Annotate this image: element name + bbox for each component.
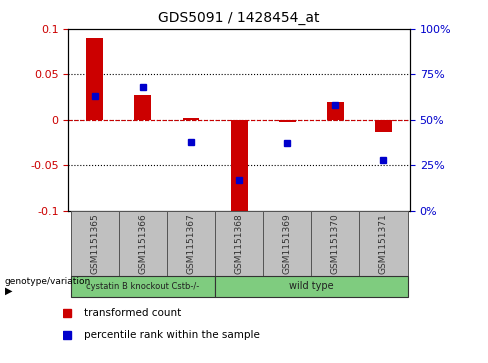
Bar: [359, 211, 407, 276]
Text: GSM1151371: GSM1151371: [379, 213, 388, 274]
Bar: [86, 38, 103, 120]
Text: GSM1151369: GSM1151369: [283, 213, 292, 274]
Text: GSM1151365: GSM1151365: [90, 213, 99, 274]
Text: transformed count: transformed count: [83, 308, 181, 318]
Bar: [263, 211, 311, 276]
Text: GSM1151366: GSM1151366: [139, 213, 147, 274]
Bar: [215, 276, 407, 297]
Bar: [327, 102, 344, 120]
Text: percentile rank within the sample: percentile rank within the sample: [83, 330, 260, 339]
Text: cystatin B knockout Cstb-/-: cystatin B knockout Cstb-/-: [86, 282, 200, 291]
Bar: [183, 118, 200, 120]
Bar: [279, 120, 296, 122]
Bar: [375, 120, 392, 132]
Bar: [215, 211, 263, 276]
Text: GSM1151368: GSM1151368: [235, 213, 244, 274]
Text: genotype/variation: genotype/variation: [5, 277, 91, 286]
Title: GDS5091 / 1428454_at: GDS5091 / 1428454_at: [159, 11, 320, 25]
Bar: [135, 95, 151, 120]
Bar: [167, 211, 215, 276]
Text: GSM1151370: GSM1151370: [331, 213, 340, 274]
Text: wild type: wild type: [289, 281, 334, 291]
Text: GSM1151367: GSM1151367: [186, 213, 196, 274]
Bar: [119, 211, 167, 276]
Bar: [71, 211, 119, 276]
Text: ▶: ▶: [5, 286, 12, 295]
Bar: [311, 211, 359, 276]
Bar: [71, 276, 215, 297]
Bar: [231, 120, 247, 211]
